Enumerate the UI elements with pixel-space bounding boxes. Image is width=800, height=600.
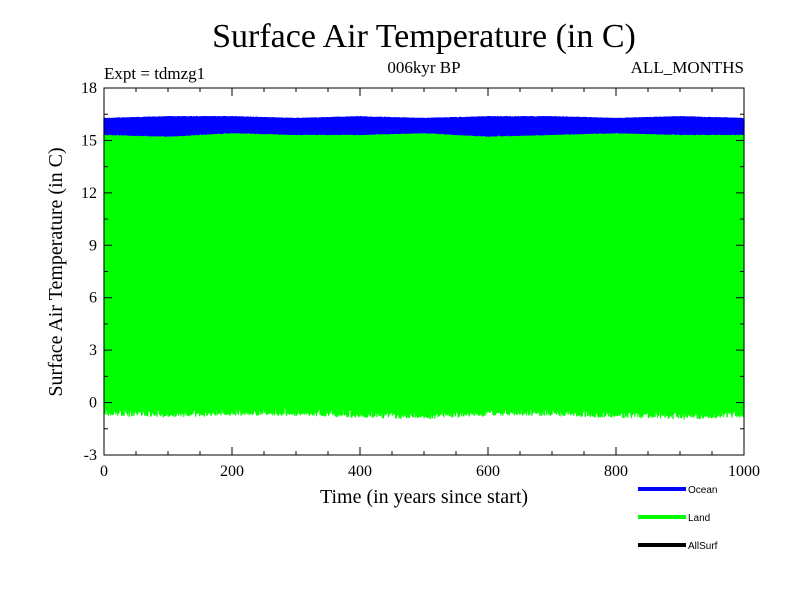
x-axis: 0 200 400 600 800 1000 bbox=[100, 88, 760, 480]
x-tick-label: 200 bbox=[220, 463, 244, 480]
x-tick-label: 0 bbox=[100, 463, 108, 480]
y-tick-label: 6 bbox=[89, 290, 97, 307]
months-label: ALL_MONTHS bbox=[631, 58, 744, 77]
x-axis-label: Time (in years since start) bbox=[320, 486, 528, 508]
legend: Ocean Land AllSurf bbox=[638, 485, 718, 552]
legend-label-ocean: Ocean bbox=[688, 485, 717, 496]
plot-area bbox=[103, 115, 745, 420]
y-tick-label: 12 bbox=[81, 185, 97, 202]
x-tick-label: 600 bbox=[476, 463, 500, 480]
y-tick-label: 0 bbox=[89, 395, 97, 412]
x-tick-label: 800 bbox=[604, 463, 628, 480]
chart-title: Surface Air Temperature (in C) bbox=[212, 18, 636, 55]
y-tick-label: 9 bbox=[89, 237, 97, 254]
x-tick-label: 1000 bbox=[728, 463, 760, 480]
experiment-label: Expt = tdmzg1 bbox=[104, 64, 205, 83]
y-axis-label: Surface Air Temperature (in C) bbox=[45, 147, 67, 396]
y-tick-label: -3 bbox=[84, 447, 97, 464]
y-tick-label: 15 bbox=[81, 132, 97, 149]
y-tick-label: 18 bbox=[81, 80, 97, 97]
period-label: 006kyr BP bbox=[387, 58, 460, 77]
legend-label-land: Land bbox=[688, 513, 710, 524]
y-tick-label: 3 bbox=[89, 342, 97, 359]
legend-label-allsurf: AllSurf bbox=[688, 541, 718, 552]
y-axis: -3 0 3 6 9 12 15 18 bbox=[81, 80, 744, 464]
series-land bbox=[103, 130, 745, 420]
x-tick-label: 400 bbox=[348, 463, 372, 480]
